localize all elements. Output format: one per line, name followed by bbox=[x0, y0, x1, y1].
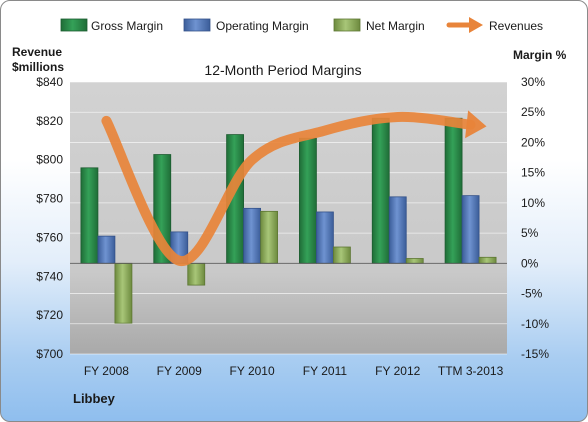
gross-margin-bar bbox=[80, 167, 99, 264]
legend-label-operating-margin: Operating Margin bbox=[216, 19, 309, 33]
legend-label-net-margin: Net Margin bbox=[366, 19, 425, 33]
gridlines bbox=[70, 81, 507, 355]
right-tick-label: -10% bbox=[521, 317, 549, 331]
left-axis-ticks: $700 $720 $740 $760 $780 $800 $820 $840 bbox=[36, 75, 63, 361]
left-axis-title-line2: $millions bbox=[12, 60, 64, 74]
left-axis-title-line1: Revenue bbox=[12, 45, 62, 59]
legend-swatch-gross-margin bbox=[60, 18, 88, 32]
chart-title: 12-Month Period Margins bbox=[204, 62, 361, 78]
x-tick-label: FY 2009 bbox=[157, 364, 202, 378]
net-margin-bar bbox=[114, 262, 133, 324]
net-margin-bar bbox=[260, 210, 278, 264]
x-tick-label: FY 2010 bbox=[230, 364, 275, 378]
left-tick-label: $740 bbox=[36, 269, 63, 283]
left-tick-label: $720 bbox=[36, 308, 63, 322]
x-tick-label: FY 2008 bbox=[84, 364, 129, 378]
net-margin-bar bbox=[478, 256, 497, 264]
right-tick-label: -15% bbox=[521, 347, 549, 361]
net-margin-bar bbox=[187, 262, 206, 286]
right-tick-label: 0% bbox=[521, 256, 539, 270]
x-tick-label: FY 2011 bbox=[303, 364, 348, 378]
right-axis-title: Margin % bbox=[513, 48, 567, 62]
right-tick-label: 15% bbox=[521, 166, 545, 180]
right-tick-label: 10% bbox=[521, 196, 545, 210]
gross-margin-bar bbox=[371, 117, 390, 264]
left-tick-label: $700 bbox=[36, 347, 63, 361]
net-margin-bar bbox=[405, 258, 424, 264]
legend-swatch-operating-margin bbox=[183, 18, 211, 32]
right-tick-label: 30% bbox=[521, 75, 545, 89]
right-tick-label: 5% bbox=[521, 226, 539, 240]
left-tick-label: $760 bbox=[36, 230, 63, 244]
left-tick-label: $840 bbox=[36, 75, 63, 89]
gross-margin-bar bbox=[299, 137, 317, 264]
operating-margin-bar bbox=[388, 196, 407, 264]
revenue-line bbox=[101, 110, 487, 266]
operating-margin-bar bbox=[316, 211, 334, 264]
right-tick-label: 25% bbox=[521, 105, 545, 119]
x-tick-label: TTM 3-2013 bbox=[438, 364, 504, 378]
legend-swatch-net-margin bbox=[333, 18, 361, 32]
x-tick-label: FY 2012 bbox=[375, 364, 420, 378]
right-axis-ticks: -15% -10% -5% 0% 5% 10% 15% 20% 25% 30% bbox=[521, 75, 549, 361]
operating-margin-bar bbox=[243, 207, 261, 264]
operating-margin-bar bbox=[97, 235, 116, 264]
legend-label-gross-margin: Gross Margin bbox=[91, 19, 163, 33]
left-tick-label: $780 bbox=[36, 192, 63, 206]
company-name: Libbey bbox=[73, 391, 116, 406]
gross-margin-bar bbox=[444, 117, 463, 264]
left-tick-label: $820 bbox=[36, 114, 63, 128]
right-tick-label: -5% bbox=[521, 287, 543, 301]
legend: Gross Margin Operating Margin Net Margin… bbox=[60, 17, 543, 33]
left-tick-label: $800 bbox=[36, 153, 63, 167]
net-margin-bar bbox=[333, 246, 351, 264]
legend-swatch-revenues-arrowhead bbox=[469, 17, 483, 33]
revenue-curve bbox=[101, 111, 476, 266]
revenue-arrowhead bbox=[465, 110, 487, 139]
legend-label-revenues: Revenues bbox=[489, 19, 543, 33]
x-axis-ticks: FY 2008 FY 2009 FY 2010 FY 2011 FY 2012 TTM 3… bbox=[84, 364, 504, 378]
right-tick-label: 20% bbox=[521, 135, 545, 149]
operating-margin-bar bbox=[461, 195, 480, 264]
